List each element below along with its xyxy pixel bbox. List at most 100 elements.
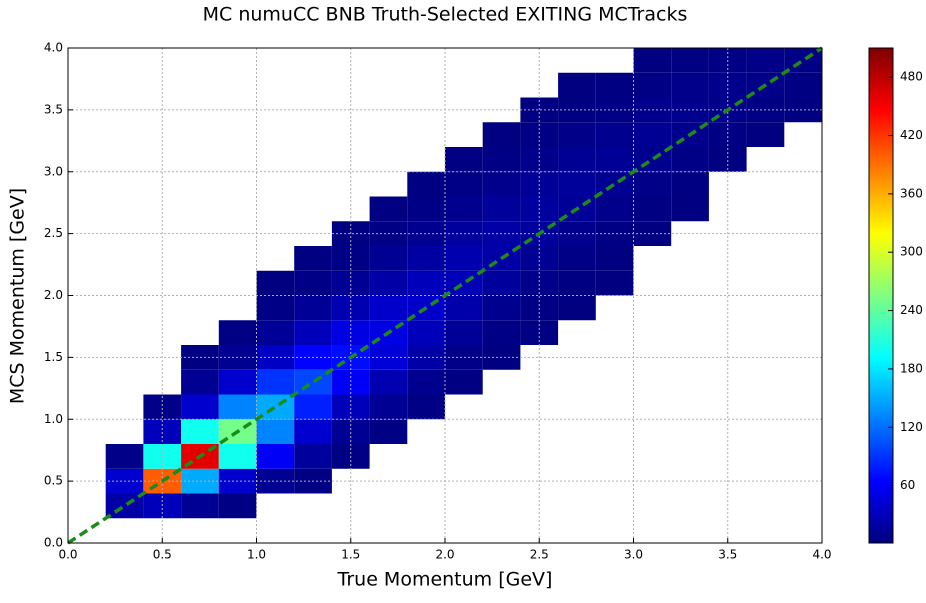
heatmap-cell [784,370,822,395]
heatmap-cell [520,122,559,147]
x-tick-label: 4.0 [812,548,831,562]
heatmap-cell [483,494,521,519]
heatmap-cell [445,270,483,296]
heatmap-cell [68,444,106,469]
heatmap-cell [746,122,785,147]
heatmap-cell [331,246,370,271]
heatmap-cell [256,394,295,420]
heatmap-cell [407,518,445,543]
heatmap-cell [294,494,332,519]
heatmap-cell [106,147,144,172]
heatmap-cell [257,147,295,172]
heatmap-cell [708,122,747,147]
heatmap-cell [482,295,521,321]
heatmap-cell [445,122,483,147]
heatmap-cell [106,296,144,321]
heatmap-cell [257,494,295,519]
heatmap-cell [370,172,408,197]
heatmap-cell [369,196,408,222]
heatmap-cell [181,296,219,321]
heatmap-cell [257,518,295,543]
chart-title: MC numuCC BNB Truth-Selected EXITING MCT… [203,4,688,26]
heatmap-cell [68,419,106,444]
heatmap-cell [558,122,596,147]
heatmap-cell [558,518,596,543]
colorbar-tick-label: 60 [900,478,915,492]
heatmap-cell [106,518,144,543]
heatmap-cell [558,171,596,197]
heatmap-cell [181,73,219,98]
colorbar-tick-label: 240 [900,303,923,317]
heatmap-cell [483,419,521,444]
heatmap-cell [445,320,483,345]
heatmap-cell [445,444,483,469]
x-tick-label: 1.5 [341,548,360,562]
heatmap-cell [181,197,219,222]
heatmap-cell [747,296,785,321]
heatmap-cell [483,370,521,395]
heatmap-cell [143,271,181,296]
heatmap-cell [747,197,785,222]
heatmap-cell [68,494,106,519]
colorbar [868,47,894,544]
heatmap-cell [181,172,219,197]
heatmap-cell [256,320,295,345]
heatmap-cell [784,122,822,147]
heatmap-cell [407,48,445,73]
y-tick-label: 3.0 [44,164,63,178]
heatmap-cell [482,122,521,147]
x-tick-label: 3.5 [718,548,737,562]
heatmap-cell [294,295,332,321]
colorbar-tick-label: 420 [900,128,923,142]
heatmap-cell [747,395,785,420]
heatmap-cell [106,271,144,296]
heatmap-cell [483,73,521,98]
heatmap-cell [558,246,596,271]
heatmap-cell [445,518,483,543]
heatmap-cell [218,444,257,469]
heatmap-cell [671,518,709,543]
heatmap-cell [257,122,295,147]
heatmap-cell [671,48,709,73]
heatmap-cell [218,369,257,395]
heatmap-cell [218,394,257,420]
heatmap-cell [596,320,634,345]
heatmap-cell [294,444,332,469]
heatmap-cell [784,395,822,420]
heatmap-cell [106,320,144,345]
heatmap-cell [407,494,445,519]
heatmap-cell [671,171,709,197]
heatmap-cell [671,271,709,296]
heatmap-cell [407,394,445,420]
heatmap-cell [595,270,634,296]
heatmap-cell [257,172,295,197]
heatmap-cell [369,419,408,444]
heatmap-cell [106,419,144,444]
heatmap-cell [407,444,445,469]
heatmap-cell [634,246,672,271]
heatmap-cell [256,419,295,444]
heatmap-cell [671,419,709,444]
heatmap-cell [294,172,332,197]
heatmap-cell [558,494,596,519]
heatmap-cells [68,48,822,543]
heatmap-cell [671,196,709,222]
heatmap-cell [709,395,747,420]
heatmap-cell [68,271,106,296]
heatmap-cell [181,518,219,543]
heatmap-cell [294,270,332,296]
heatmap-cell [633,72,672,98]
heatmap-cell [558,270,596,296]
heatmap-cell [596,296,634,321]
heatmap-cell [370,444,408,469]
heatmap-cell [181,48,219,73]
heatmap-cell [671,246,709,271]
heatmap-cell [634,296,672,321]
heatmap-cell [407,171,445,197]
heatmap-cell [671,494,709,519]
heatmap-cell [407,246,445,271]
heatmap-cell [369,394,408,420]
heatmap-cell [558,444,596,469]
heatmap-cell [595,122,634,147]
heatmap-cell [370,147,408,172]
